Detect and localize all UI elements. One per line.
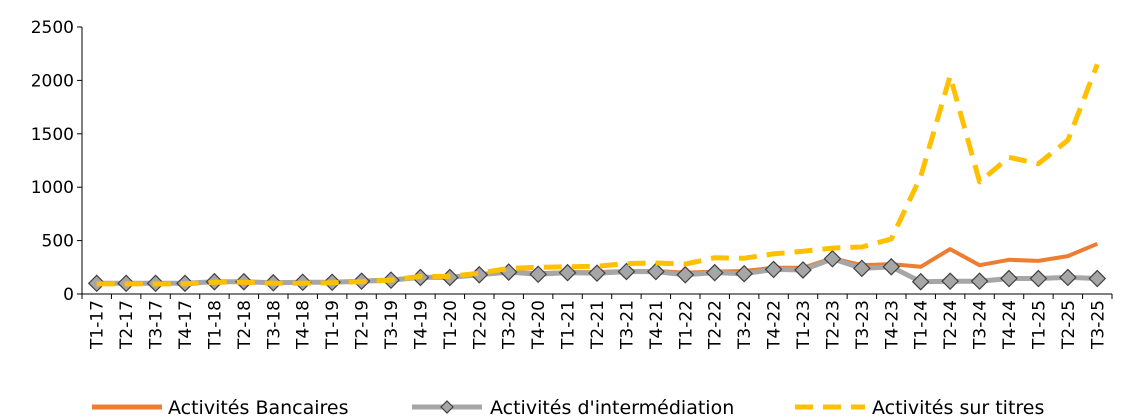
x-tick-label: T4-19 — [411, 300, 431, 350]
x-tick-label: T3-19 — [382, 300, 402, 350]
series-point — [1059, 268, 1077, 287]
series-point — [794, 261, 812, 279]
x-tick-label: T1-22 — [676, 300, 696, 350]
series-point — [558, 263, 577, 282]
x-tick-label: T2-22 — [706, 300, 726, 350]
series-point — [735, 264, 753, 283]
y-tick-label: 1000 — [31, 178, 74, 198]
series-point — [647, 262, 665, 281]
series-point — [941, 272, 959, 291]
series-point — [970, 272, 989, 291]
series-point — [911, 272, 930, 291]
series-point — [1088, 269, 1107, 288]
x-tick-label: T1-17 — [88, 300, 108, 350]
series-line-2 — [96, 63, 1100, 287]
x-tick-label: T4-22 — [765, 300, 785, 350]
x-axis-ticks: T1-17 T2-17 T3-17 T4-17 T1-18 T2-18 T3-18 T4-18… — [81, 294, 1113, 350]
series-point — [529, 265, 547, 284]
series-point — [676, 265, 695, 284]
series-point — [1029, 269, 1048, 288]
x-tick-label: T3-17 — [147, 300, 167, 350]
series-point — [499, 263, 518, 281]
x-tick-label: T1-21 — [559, 300, 579, 350]
series-point — [705, 263, 724, 282]
x-tick-label: T1-19 — [323, 300, 343, 350]
x-tick-label: T2-17 — [117, 300, 137, 350]
series-point — [1000, 269, 1018, 288]
legend-label-1: Activités d'intermédiation — [490, 397, 734, 419]
series-lines — [87, 63, 1107, 293]
x-tick-label: T3-21 — [617, 300, 637, 350]
x-tick-label: T3-23 — [853, 300, 873, 350]
axes — [81, 27, 1112, 295]
x-tick-label: T2-24 — [941, 300, 961, 350]
series-point — [588, 264, 606, 283]
x-tick-label: T3-18 — [264, 300, 284, 350]
x-tick-label: T2-25 — [1059, 300, 1079, 350]
series-point — [882, 257, 901, 276]
y-tick-label: 500 — [42, 232, 74, 252]
x-tick-label: T4-24 — [1000, 300, 1020, 350]
x-tick-label: T3-22 — [735, 300, 755, 350]
x-tick-label: T2-18 — [235, 300, 255, 350]
x-tick-label: T4-20 — [529, 300, 549, 350]
y-axis-ticks: 0 500 1000 1500 2000 2500 — [31, 18, 82, 305]
x-tick-label: T4-21 — [647, 300, 667, 350]
legend: Activités Bancaires Activités d'intermédi… — [92, 397, 1044, 419]
x-tick-label: T2-21 — [588, 300, 608, 350]
legend-label-2: Activités sur titres — [872, 397, 1044, 419]
legend-label-0: Activités Bancaires — [168, 397, 349, 419]
x-tick-label: T1-20 — [441, 300, 461, 350]
x-tick-label: T2-20 — [470, 300, 490, 350]
x-tick-label: T2-19 — [353, 300, 373, 350]
x-tick-label: T1-23 — [794, 300, 814, 350]
series-point — [853, 259, 871, 278]
y-tick-label: 1500 — [31, 125, 74, 145]
x-tick-label: T3-20 — [500, 300, 520, 350]
x-tick-label: T2-23 — [823, 300, 843, 350]
series-point — [764, 260, 783, 279]
series-point — [617, 262, 636, 281]
y-tick-label: 2000 — [31, 71, 74, 91]
x-tick-label: T1-25 — [1029, 300, 1049, 350]
y-tick-label: 0 — [63, 285, 74, 305]
series-point — [823, 249, 842, 268]
x-tick-label: T1-24 — [912, 300, 932, 350]
y-tick-label: 2500 — [31, 18, 74, 38]
x-tick-label: T3-25 — [1088, 300, 1108, 350]
x-tick-label: T3-24 — [971, 300, 991, 350]
x-tick-label: T4-23 — [882, 300, 902, 350]
x-tick-label: T4-17 — [176, 300, 196, 350]
x-tick-label: T1-18 — [205, 300, 225, 350]
x-tick-label: T4-18 — [294, 300, 314, 350]
legend-marker — [440, 400, 454, 414]
